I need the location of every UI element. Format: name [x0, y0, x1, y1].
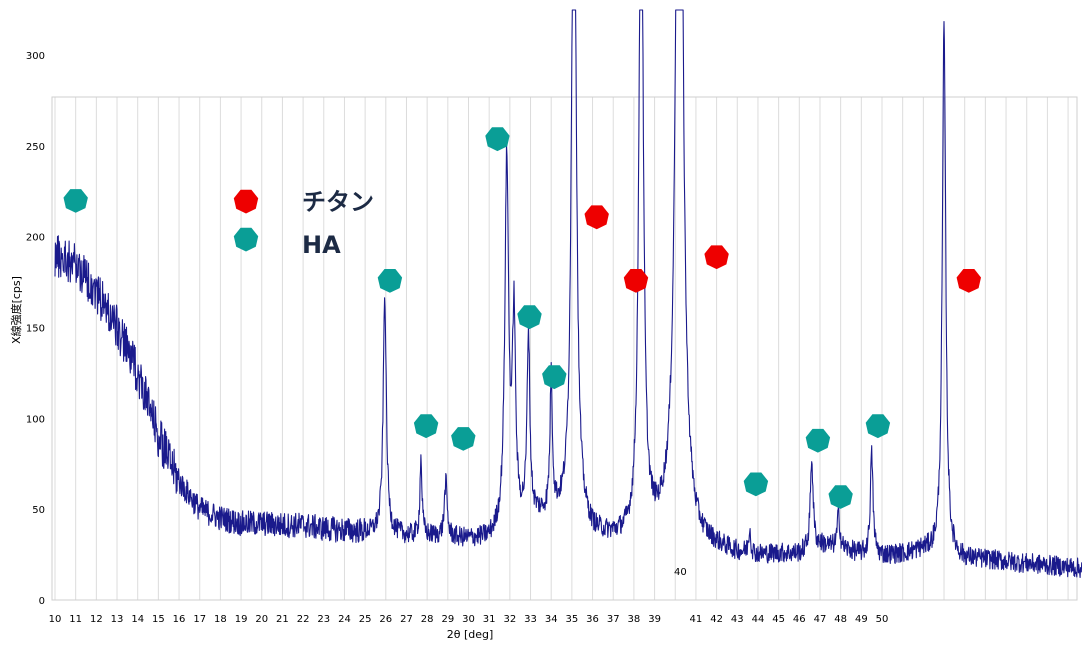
x-tick-label: 21 — [276, 614, 289, 625]
legend-label-titanium: チタン — [302, 188, 374, 216]
x-tick-label: 35 — [566, 614, 579, 625]
ha-peak-marker — [413, 414, 439, 439]
y-tick-label: 250 — [26, 142, 45, 153]
x-tick-label: 42 — [710, 614, 723, 625]
x-tick-label: 18 — [214, 614, 227, 625]
ha-peak-marker — [865, 414, 891, 439]
y-tick-label: 100 — [26, 414, 45, 425]
x-tick-label: 28 — [421, 614, 434, 625]
marker-layer — [63, 127, 981, 509]
x-tick-label: 11 — [69, 614, 82, 625]
x-tick-label: 45 — [772, 614, 785, 625]
ha-peak-marker — [517, 305, 542, 330]
ha-peak-marker — [805, 428, 831, 453]
series-layer — [54, 9, 1082, 579]
x-tick-label: 37 — [607, 614, 620, 625]
x-tick-label: 32 — [503, 614, 516, 625]
y-tick-label: 0 — [39, 596, 45, 607]
x-tick-label: 43 — [731, 614, 744, 625]
x-tick-label: 27 — [400, 614, 413, 625]
x-tick-label: 47 — [814, 614, 827, 625]
y-tick-label: 50 — [32, 505, 45, 516]
x-tick-label: 30 — [462, 614, 475, 625]
x-tick-label: 49 — [855, 614, 868, 625]
x-tick-label: 14 — [131, 614, 144, 625]
x-tick-label: 15 — [152, 614, 165, 625]
x-tick-label: 26 — [379, 614, 392, 625]
x-tick-label: 36 — [586, 614, 599, 625]
x-tick-label: 48 — [834, 614, 847, 625]
legend-marker-titanium — [233, 189, 259, 214]
y-tick-label: 200 — [26, 233, 45, 244]
y-tick-label: 150 — [26, 324, 45, 335]
x-tick-label: 17 — [193, 614, 206, 625]
legend-marker-ha — [233, 227, 259, 252]
x-tick-label: 46 — [793, 614, 806, 625]
x-tick-label: 34 — [545, 614, 558, 625]
ha-peak-marker — [377, 269, 403, 293]
legend: チタン HA — [233, 188, 374, 259]
ha-peak-marker — [828, 485, 853, 509]
ha-peak-marker — [63, 189, 88, 213]
x-tick-label: 10 — [49, 614, 62, 625]
x-tick-label: 20 — [255, 614, 268, 625]
x-tick-label: 31 — [483, 614, 496, 625]
ha-peak-marker — [485, 127, 510, 152]
x-axis-title: 2θ [deg] — [447, 628, 494, 641]
x-tick-label: 16 — [173, 614, 186, 625]
x-tick-label: 29 — [441, 614, 454, 625]
x-tick-label: 24 — [338, 614, 351, 625]
x-tick-label: 22 — [297, 614, 310, 625]
x-tick-label: 12 — [90, 614, 103, 625]
ha-peak-marker — [743, 472, 769, 497]
series-line — [54, 9, 1082, 579]
x-tick-label: 38 — [628, 614, 641, 625]
annotation-40: 40 — [674, 567, 687, 578]
x-tick-label: 50 — [876, 614, 889, 625]
y-axis-title: X線強度[cps] — [9, 276, 23, 344]
x-tick-label: 44 — [752, 614, 765, 625]
x-tick-label: 25 — [359, 614, 372, 625]
y-axis-ticks: 0 50 100 150 200 250 300 — [26, 51, 45, 607]
plot-frame — [51, 96, 1078, 601]
x-tick-label: 13 — [111, 614, 124, 625]
ha-peak-marker — [542, 365, 567, 390]
y-tick-label: 300 — [26, 51, 45, 62]
titanium-peak-marker — [623, 269, 649, 293]
titanium-peak-marker — [704, 245, 729, 270]
titanium-peak-marker — [956, 269, 981, 293]
x-tick-label: 41 — [690, 614, 703, 625]
titanium-peak-marker — [584, 205, 609, 230]
legend-label-ha: HA — [302, 231, 341, 259]
ha-peak-marker — [451, 427, 476, 451]
x-tick-label: 19 — [235, 614, 248, 625]
x-tick-label: 39 — [648, 614, 661, 625]
x-tick-label: 23 — [317, 614, 330, 625]
x-axis-ticks: 10 11 12 13 14 15 16 17 18 19 20 21 22 23 24 25 26 27 28 29… — [49, 614, 889, 625]
x-tick-label: 33 — [524, 614, 537, 625]
